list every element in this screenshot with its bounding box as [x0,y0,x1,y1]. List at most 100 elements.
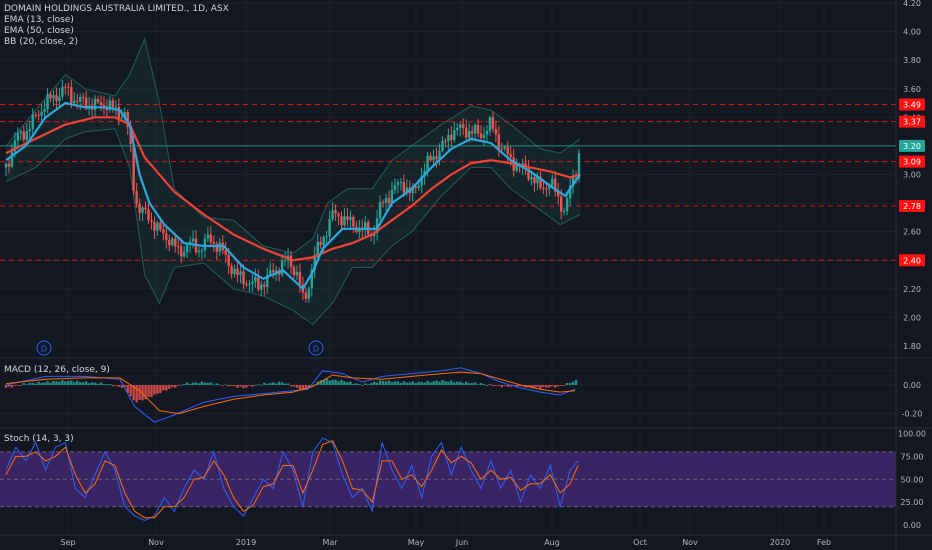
macd-histogram-bar [491,385,495,386]
candle-body [313,254,316,270]
macd-histogram-bar [343,381,346,385]
time-tick-label: Feb [817,538,831,547]
candle-body [61,86,64,97]
candle-body [230,266,233,274]
macd-histogram-bar [272,382,275,385]
macd-histogram-bar [254,384,257,386]
macd-histogram-bar [233,385,236,387]
candle-body [242,271,245,285]
macd-histogram-bar [378,380,382,385]
candle-body [22,131,26,140]
macd-histogram-bar [456,381,459,385]
macd-histogram-bar [218,384,221,386]
candle-body [358,227,361,233]
macd-histogram-bar [399,382,403,385]
macd-histogram-bar [43,382,46,385]
candle-body [292,266,296,276]
candle-body [411,186,414,194]
candle-body [141,207,144,213]
candle-body [37,115,40,117]
candle-body [479,133,483,139]
candle-body [304,292,308,299]
price-tick-label: 3.60 [903,85,921,94]
macd-histogram-bar [197,383,201,385]
candle-body [174,238,177,246]
macd-signal-line [5,371,576,415]
macd-histogram-bar [355,383,358,385]
macd-histogram-bar [4,385,8,388]
candle-body [500,148,504,150]
macd-histogram-bar [334,379,337,385]
candle-body [67,86,70,88]
macd-histogram-bar [188,383,192,385]
candle-body [135,190,138,204]
price-axis[interactable]: 4.204.003.803.603.403.203.002.802.602.40… [897,0,932,550]
macd-histogram-bar [10,385,14,388]
macd-histogram-bar [367,384,370,386]
candle-body [402,181,406,193]
macd-histogram-bar [298,385,302,391]
macd-histogram-bar [467,383,471,385]
level-label-badge [899,254,925,267]
candle-body [120,117,123,119]
candle-body [325,236,328,238]
candle-body [212,242,216,244]
macd-tick-label: -0.20 [902,410,923,419]
macd-histogram-bar [435,380,438,385]
candle-body [266,274,269,287]
time-axis[interactable]: Sep Nov 2019 Mar May Jun Aug Oct Nov 2020 Feb [0,534,932,547]
candle-body [102,104,106,107]
macd-title[interactable]: MACD (12, 26, close, 9) [4,365,110,375]
candle-body [571,177,575,187]
macd-histogram-bar [206,382,210,385]
candle-body [396,182,400,186]
macd-histogram-bar [301,385,305,390]
price-tick-label: 3.00 [903,171,921,180]
macd-histogram-bar [414,382,417,385]
candle-body [459,124,462,128]
candle-body [4,163,8,168]
candle-body [453,130,456,141]
macd-histogram-bar [156,385,159,394]
price-tick-label: 4.20 [903,0,921,8]
time-tick-label: May [408,538,425,547]
candle-body [96,99,100,103]
candle-body [447,135,450,142]
stoch-title[interactable]: Stoch (14, 3, 3) [4,434,74,444]
macd-histogram-bar [292,385,296,387]
macd-histogram-bar [79,382,82,385]
macd-histogram-bar [28,382,31,385]
candle-body [364,222,367,230]
macd-histogram-bar [545,385,548,388]
ema50-line [5,116,581,262]
symbol-title[interactable]: DOMAIN HOLDINGS AUSTRALIA LIMITED., 1D, … [4,4,229,14]
macd-histogram-bar [447,381,450,385]
macd-histogram-bar [37,381,40,385]
candle-body [533,176,536,184]
macd-histogram-bar [58,381,61,385]
macd-histogram-bar [470,383,474,385]
macd-histogram-bar [277,381,281,385]
ema13-legend[interactable]: EMA (13, close) [4,15,74,25]
candle-body [328,219,331,237]
candle-body [31,114,34,130]
candle-body [25,131,28,140]
macd-histogram-bar [557,385,560,387]
macd-histogram-bar [307,385,311,388]
macd-histogram-bar [96,383,100,385]
bb-legend[interactable]: BB (20, close, 2) [4,37,79,47]
macd-histogram-bar [426,380,429,385]
candle-body [159,222,162,230]
ema50-legend[interactable]: EMA (50, close) [4,26,74,36]
macd-histogram-bar [533,385,536,388]
macd-histogram-bar [239,385,242,387]
macd-histogram-bar [153,385,156,395]
macd-histogram-bar [358,384,361,385]
macd-histogram-bar [70,380,73,385]
macd-histogram-bar [22,383,26,385]
current-price-text: 3.20 [903,142,921,151]
macd-histogram-bar [364,383,367,385]
macd-histogram-bar [224,384,227,386]
